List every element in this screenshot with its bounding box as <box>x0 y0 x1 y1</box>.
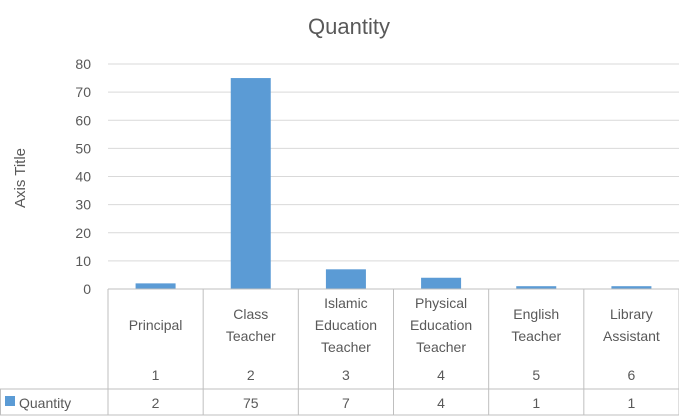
category-index-label: 3 <box>342 367 350 383</box>
bar <box>135 283 176 289</box>
category-label: Physical <box>415 295 467 311</box>
y-tick-label: 0 <box>83 281 91 297</box>
category-index-label: 4 <box>437 367 445 383</box>
legend-series-name: Quantity <box>19 395 71 411</box>
y-axis-title: Axis Title <box>12 148 29 208</box>
bar <box>421 277 462 289</box>
category-label: Assistant <box>603 328 660 344</box>
category-label: Teacher <box>511 328 561 344</box>
data-label: 1 <box>628 395 636 411</box>
category-index-label: 5 <box>532 367 540 383</box>
category-label: Library <box>610 306 653 322</box>
chart-title: Quantity <box>308 14 390 39</box>
data-label: 4 <box>437 395 445 411</box>
category-label: Principal <box>129 317 183 333</box>
category-label: Education <box>410 317 472 333</box>
category-label: Teacher <box>226 328 276 344</box>
category-index-label: 1 <box>152 367 160 383</box>
data-label: 1 <box>532 395 540 411</box>
category-label: Class <box>233 306 268 322</box>
data-label: 7 <box>342 395 350 411</box>
legend-swatch <box>5 396 15 406</box>
y-tick-label: 50 <box>75 140 91 156</box>
y-tick-label: 30 <box>75 197 91 213</box>
bars <box>135 78 652 289</box>
category-label: English <box>513 306 559 322</box>
category-label: Islamic <box>324 295 368 311</box>
bar <box>611 286 652 289</box>
gridlines <box>108 63 679 262</box>
category-label: Teacher <box>416 339 466 355</box>
y-tick-label: 40 <box>75 169 91 185</box>
data-label: 75 <box>243 395 259 411</box>
y-tick-label: 60 <box>75 112 91 128</box>
category-index-label: 6 <box>628 367 636 383</box>
y-tick-label: 10 <box>75 253 91 269</box>
category-label: Education <box>315 317 377 333</box>
category-index-label: 2 <box>247 367 255 383</box>
bar <box>325 269 366 289</box>
y-tick-label: 20 <box>75 225 91 241</box>
category-label: Teacher <box>321 339 371 355</box>
bar <box>230 78 271 289</box>
y-tick-label: 70 <box>75 84 91 100</box>
y-axis-ticks: 0 10 20 30 40 50 60 70 80 <box>75 56 91 297</box>
bar <box>516 286 557 289</box>
y-tick-label: 80 <box>75 56 91 72</box>
data-label: 2 <box>152 395 160 411</box>
data-table: Principal12ClassTeacher275IslamicEducati… <box>0 288 679 416</box>
